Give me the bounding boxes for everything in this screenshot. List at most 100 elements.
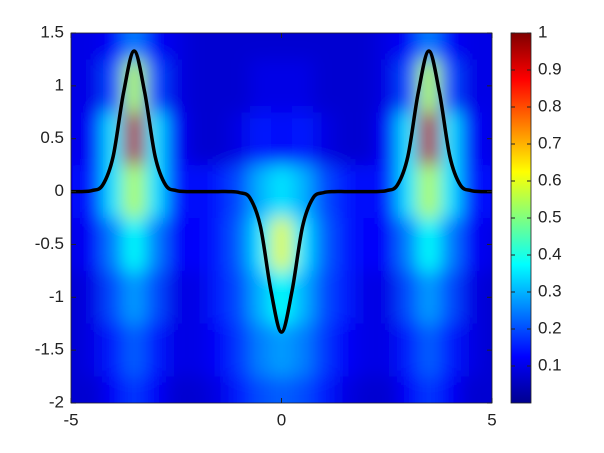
heat-cell	[376, 323, 398, 378]
heat-cell	[376, 218, 398, 272]
heat-cell	[249, 376, 272, 403]
heat-cell	[165, 112, 188, 166]
curve	[70, 49, 493, 334]
heat-cell	[71, 218, 83, 272]
heat-cell	[207, 270, 230, 325]
y-tick-label: 0.5	[40, 128, 64, 147]
heat-cell	[270, 112, 293, 166]
heat-cell	[292, 165, 314, 219]
heat-cell	[71, 270, 83, 325]
heat-cell	[481, 33, 492, 60]
heat-cell	[313, 376, 335, 403]
heat-cell	[460, 270, 482, 325]
heat-cell	[165, 218, 188, 272]
heat-cell	[102, 376, 125, 403]
heat-cell	[102, 59, 125, 113]
heat-cell	[228, 33, 251, 60]
heat-cell	[460, 59, 482, 113]
heat-cell	[81, 270, 104, 325]
heat-cell	[292, 270, 314, 325]
heat-cell	[481, 323, 492, 378]
heat-cell	[292, 59, 314, 113]
heat-cell	[376, 270, 398, 325]
colorbar-tick-label: 0.6	[538, 170, 562, 189]
heat-cell	[397, 376, 419, 403]
heat-cell	[418, 165, 440, 219]
heat-cell	[165, 323, 188, 378]
heat-cell	[144, 323, 167, 378]
heat-cell	[334, 323, 356, 378]
heat-cell	[249, 165, 272, 219]
heat-cell	[334, 112, 356, 166]
heat-cell	[228, 218, 251, 272]
heat-cell	[81, 112, 104, 166]
heat-cell	[334, 376, 356, 403]
heat-cell	[123, 33, 146, 60]
heat-cell	[81, 376, 104, 403]
heat-cell	[376, 59, 398, 113]
heat-cell	[418, 323, 440, 378]
heat-cell	[144, 270, 167, 325]
heat-cell	[460, 112, 482, 166]
heat-cell	[186, 33, 209, 60]
heat-cell	[355, 59, 377, 113]
heat-cell	[292, 376, 314, 403]
heat-cell	[397, 323, 419, 378]
heat-cell	[270, 33, 293, 60]
heat-cell	[334, 218, 356, 272]
heat-cell	[270, 165, 293, 219]
heat-cell	[207, 323, 230, 378]
heat-cell	[207, 112, 230, 166]
heat-cell	[123, 376, 146, 403]
heat-cell	[334, 33, 356, 60]
heat-cell	[334, 270, 356, 325]
colorbar-tick-label: 0.8	[538, 96, 562, 115]
heat-cell	[439, 59, 461, 113]
heat-cell	[102, 218, 125, 272]
heat-cell	[207, 33, 230, 60]
heat-cell	[165, 376, 188, 403]
heat-cell	[165, 33, 188, 60]
heat-cell	[481, 112, 492, 166]
heat-cell	[270, 59, 293, 113]
heat-cell	[481, 218, 492, 272]
heat-cell	[249, 112, 272, 166]
heat-cell	[355, 33, 377, 60]
heat-cell	[186, 270, 209, 325]
heat-cell	[334, 59, 356, 113]
heat-cell	[355, 218, 377, 272]
heat-cell	[439, 165, 461, 219]
heat-cell	[355, 376, 377, 403]
y-tick-label: 0	[55, 181, 64, 200]
heat-cell	[123, 218, 146, 272]
heat-cell	[376, 376, 398, 403]
heat-cell	[313, 59, 335, 113]
colorbar-tick-label: 0.3	[538, 281, 562, 300]
heat-cell	[439, 218, 461, 272]
heat-cell	[313, 218, 335, 272]
heat-cell	[144, 376, 167, 403]
heat-cell	[71, 323, 83, 378]
heat-cell	[460, 218, 482, 272]
heat-cell	[123, 270, 146, 325]
heat-cell	[439, 270, 461, 325]
heat-cell	[397, 59, 419, 113]
heat-cell	[270, 323, 293, 378]
heat-cell	[144, 218, 167, 272]
heat-cell	[228, 270, 251, 325]
heat-cell	[144, 33, 167, 60]
heat-cell	[439, 323, 461, 378]
heat-cell	[481, 270, 492, 325]
heat-cell	[186, 112, 209, 166]
colorbar-tick-label: 1	[538, 22, 547, 41]
heat-cell	[313, 112, 335, 166]
y-tick-label: -0.5	[35, 234, 64, 253]
heat-cell	[481, 376, 492, 403]
heat-cell	[165, 59, 188, 113]
heat-cell	[418, 218, 440, 272]
colorbar-tick-label: 0.7	[538, 133, 562, 152]
heat-cell	[144, 59, 167, 113]
heat-cell	[292, 112, 314, 166]
heatmap-cells	[71, 33, 492, 403]
